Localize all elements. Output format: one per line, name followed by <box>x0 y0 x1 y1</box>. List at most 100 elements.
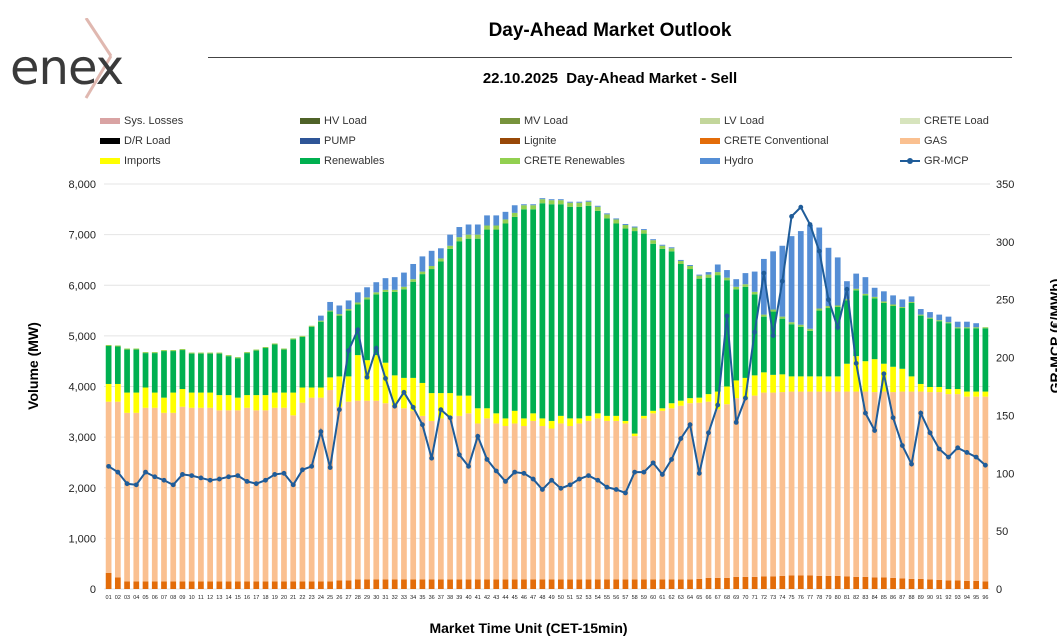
bar-segment <box>954 389 961 395</box>
x-tick-label: 11 <box>198 595 204 601</box>
bar-segment <box>170 350 177 352</box>
price-point <box>835 325 841 330</box>
bar-segment <box>687 266 693 270</box>
bar-segment <box>521 205 527 210</box>
bar-segment <box>631 226 638 228</box>
x-tick-label: 09 <box>179 595 185 601</box>
x-tick-label: 51 <box>567 595 573 601</box>
bar-segment <box>548 200 555 205</box>
price-point <box>955 445 961 451</box>
bar-segment <box>927 312 933 318</box>
bar-segment <box>622 225 629 229</box>
x-tick-label: 36 <box>429 595 435 601</box>
bar-segment <box>834 305 841 308</box>
bar-segment <box>318 321 324 388</box>
bar-segment <box>982 581 989 589</box>
bar-segment <box>779 575 786 589</box>
price-point <box>632 469 638 475</box>
x-tick-label: 85 <box>881 595 887 601</box>
bar-segment <box>668 248 675 252</box>
x-tick-label: 35 <box>419 595 425 601</box>
bar-segment <box>742 284 749 287</box>
x-tick-label: 70 <box>742 595 748 601</box>
bar-segment <box>124 349 130 393</box>
bar-segment <box>659 244 666 246</box>
bar-segment <box>493 423 500 580</box>
price-point <box>216 476 222 482</box>
x-tick-label: 50 <box>558 595 564 601</box>
bar-segment <box>613 218 620 220</box>
bar-segment <box>770 251 776 310</box>
x-tick-label: 30 <box>373 595 379 601</box>
bar-segment <box>631 227 638 232</box>
legend-label: CRETE Renewables <box>524 155 625 167</box>
bar-segment <box>761 372 767 393</box>
bar-segment <box>973 391 980 397</box>
bar-segment <box>834 575 841 589</box>
price-point <box>392 403 398 409</box>
bar-segment <box>936 321 943 387</box>
legend-item: LV Load <box>700 112 764 130</box>
bar-segment <box>484 215 490 226</box>
bar-segment <box>493 413 500 424</box>
bar-segment <box>299 387 306 403</box>
bar-segment <box>853 391 860 577</box>
x-tick-label: 16 <box>244 595 250 601</box>
bar-segment <box>225 395 232 411</box>
legend-label: GAS <box>924 135 948 147</box>
bar-segment <box>650 243 656 411</box>
bar-segment <box>622 579 629 589</box>
bar-segment <box>576 423 583 580</box>
bar-segment <box>641 233 647 416</box>
bar-segment <box>401 272 407 287</box>
price-point <box>761 270 767 276</box>
bar-segment <box>899 307 906 309</box>
bar-segment <box>188 352 195 354</box>
bar-segment <box>225 356 232 396</box>
bar-segment <box>382 278 389 290</box>
bar-segment <box>456 237 463 242</box>
bar-segment <box>797 326 804 377</box>
x-tick-label: 45 <box>512 595 518 601</box>
bar-segment <box>336 314 343 316</box>
bar-segment <box>890 392 896 578</box>
bar-segment <box>917 578 924 590</box>
bar-segment <box>751 576 758 589</box>
x-tick-label: 86 <box>890 595 896 601</box>
bar-segment <box>124 392 130 413</box>
price-point <box>429 455 435 461</box>
bar-segment <box>105 383 112 402</box>
bar-segment <box>761 316 767 373</box>
bar-segment <box>484 418 490 580</box>
bar-segment <box>318 315 324 321</box>
bar-segment <box>391 291 398 376</box>
price-point <box>576 476 582 482</box>
bar-segment <box>899 299 906 308</box>
price-point <box>844 286 850 292</box>
price-point <box>290 482 296 488</box>
price-point <box>927 430 933 436</box>
price-point <box>816 248 822 254</box>
bar-segment <box>788 324 795 377</box>
bar-segment <box>724 280 730 387</box>
bar-segment <box>594 413 601 419</box>
bar-segment <box>244 352 250 354</box>
bar-segment <box>253 395 260 411</box>
bar-segment <box>770 392 776 577</box>
x-tick-label: 53 <box>585 595 591 601</box>
bar-segment <box>881 391 887 578</box>
x-tick-label: 81 <box>844 595 850 601</box>
bar-segment <box>871 298 878 360</box>
bar-segment <box>724 277 730 281</box>
legend-swatch <box>300 158 320 164</box>
bar-segment <box>345 401 352 581</box>
bar-segment <box>788 391 795 576</box>
bar-segment <box>290 581 297 589</box>
price-point <box>715 402 721 408</box>
bar-segment <box>585 415 592 421</box>
bar-segment <box>419 415 426 580</box>
bar-segment <box>447 579 453 589</box>
x-tick-label: 03 <box>124 595 130 601</box>
x-tick-label: 49 <box>549 595 555 601</box>
bar-segment <box>456 395 463 416</box>
